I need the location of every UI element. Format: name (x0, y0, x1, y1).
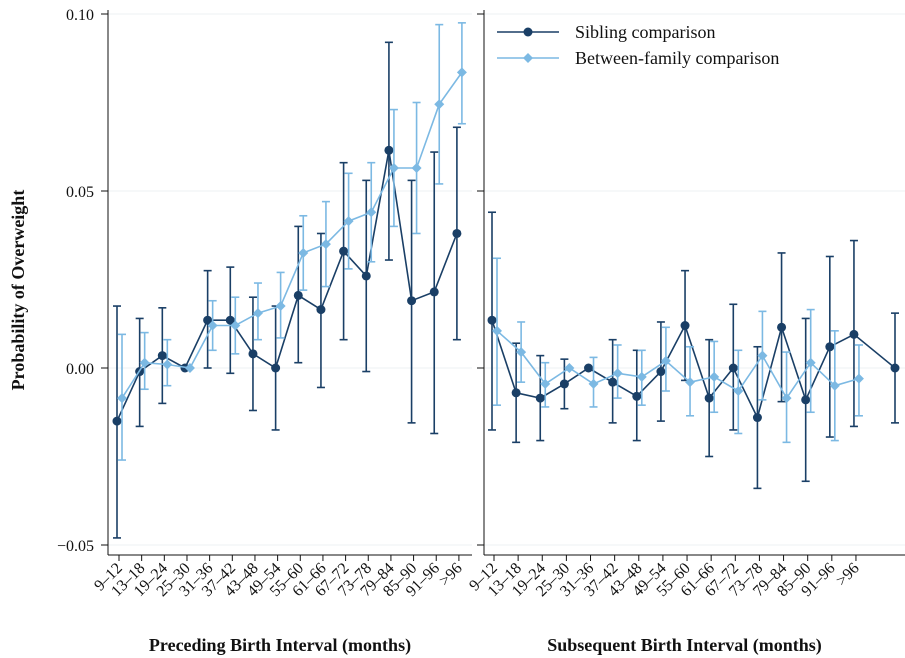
data-point-between (564, 363, 575, 373)
data-point-between (388, 162, 399, 173)
data-point-between (343, 216, 354, 227)
data-point-between (252, 308, 263, 319)
data-point-sibling (584, 363, 594, 373)
data-point-between (733, 386, 744, 397)
y-tick-label: 0.00 (66, 361, 94, 378)
data-point-sibling (704, 393, 714, 403)
data-point-sibling (452, 228, 462, 238)
data-point-between (184, 363, 195, 373)
data-point-between (636, 371, 647, 382)
x-axis-title-panel-1: Preceding Birth Interval (months) (149, 635, 411, 656)
series-line (116, 150, 458, 422)
y-tick-label: −0.05 (57, 538, 94, 555)
data-point-sibling (535, 393, 545, 403)
data-point-sibling (361, 271, 371, 281)
y-tick-label: 0.10 (66, 7, 94, 24)
data-point-sibling (384, 145, 394, 155)
data-point-between (162, 359, 173, 370)
data-point-sibling (429, 287, 439, 297)
data-point-between (434, 99, 445, 110)
x-axis-title-panel-2: Subsequent Birth Interval (months) (547, 635, 822, 656)
data-point-between (275, 301, 286, 312)
series-line (496, 330, 860, 400)
data-point-between (516, 347, 527, 358)
legend-label-between: Between-family comparison (575, 48, 779, 68)
data-point-between (781, 393, 792, 404)
data-point-sibling (728, 363, 738, 373)
legend-label-sibling: Sibling comparison (575, 22, 716, 42)
legend-marker-sibling (523, 27, 533, 37)
data-point-between (805, 357, 816, 368)
y-axis-title: Probability of Overweight (8, 190, 28, 391)
data-point-sibling (777, 322, 787, 332)
data-point-sibling (680, 321, 690, 331)
data-point-sibling (632, 391, 642, 401)
data-point-between (366, 207, 377, 218)
data-point-between (709, 371, 720, 382)
data-point-between (588, 378, 599, 389)
data-point-sibling (203, 315, 213, 325)
data-point-sibling (293, 290, 303, 300)
data-point-between (207, 320, 218, 331)
series-line (121, 71, 463, 399)
legend-marker-between (523, 53, 533, 63)
data-point-between (612, 368, 623, 379)
data-point-between (298, 247, 309, 258)
data-point-between (829, 380, 840, 391)
data-point-sibling (801, 395, 811, 405)
data-point-sibling (608, 377, 618, 387)
x-tick-label: >96 (436, 560, 466, 590)
data-point-sibling (825, 342, 835, 352)
data-point-between (139, 357, 150, 368)
data-point-sibling (511, 388, 521, 398)
data-point-sibling (890, 363, 900, 373)
data-point-sibling (559, 379, 569, 389)
data-point-between (456, 67, 467, 78)
data-point-between (117, 393, 127, 404)
data-point-sibling (849, 329, 859, 339)
data-point-sibling (112, 416, 122, 426)
data-point-between (853, 373, 864, 384)
data-point-sibling (157, 351, 167, 361)
data-point-sibling (271, 363, 281, 373)
data-point-between (492, 325, 502, 336)
data-point-sibling (225, 315, 235, 325)
data-point-sibling (339, 246, 349, 256)
y-tick-label: 0.05 (66, 184, 94, 201)
data-point-between (411, 162, 422, 173)
data-point-between (685, 377, 696, 388)
data-point-sibling (487, 315, 497, 325)
data-point-between (757, 350, 768, 361)
data-point-between (320, 239, 331, 250)
data-point-between (540, 378, 551, 389)
data-point-between (660, 355, 671, 366)
data-point-sibling (752, 413, 762, 423)
data-point-sibling (248, 349, 258, 359)
x-tick-label: >96 (833, 560, 863, 590)
data-point-sibling (316, 305, 326, 315)
data-point-sibling (407, 296, 417, 306)
data-point-sibling (656, 367, 666, 377)
data-point-between (230, 320, 241, 331)
